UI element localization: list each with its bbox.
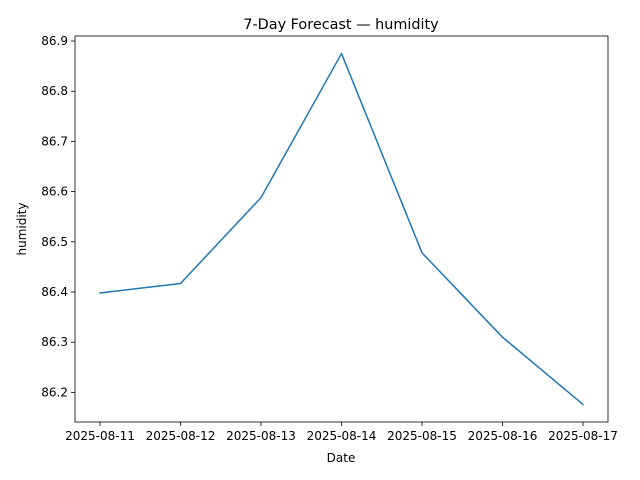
- y-tick-label: 86.5: [41, 235, 68, 249]
- y-tick-label: 86.2: [41, 385, 68, 399]
- y-tick-label: 86.3: [41, 335, 68, 349]
- x-axis-label: Date: [327, 451, 356, 465]
- x-tick-label: 2025-08-14: [307, 429, 377, 443]
- y-axis-label: humidity: [15, 203, 29, 256]
- y-tick-label: 86.4: [41, 285, 68, 299]
- y-tick-label: 86.8: [41, 84, 68, 98]
- series-line-0: [99, 52, 585, 406]
- x-tick-label: 2025-08-16: [468, 429, 538, 443]
- chart-title: 7-Day Forecast — humidity: [243, 17, 439, 33]
- y-tick-label: 86.7: [41, 134, 68, 148]
- x-tick-label: 2025-08-15: [387, 429, 457, 443]
- y-tick-label: 86.9: [41, 34, 68, 48]
- x-tick-label: 2025-08-12: [146, 429, 216, 443]
- x-tick-label: 2025-08-11: [65, 429, 135, 443]
- y-tick-label: 86.6: [41, 185, 68, 199]
- x-tick-label: 2025-08-17: [548, 429, 618, 443]
- x-tick-label: 2025-08-13: [226, 429, 296, 443]
- plot-area: 2025-08-11 2025-08-12 2025-08-13 2025-08-14…: [41, 34, 618, 443]
